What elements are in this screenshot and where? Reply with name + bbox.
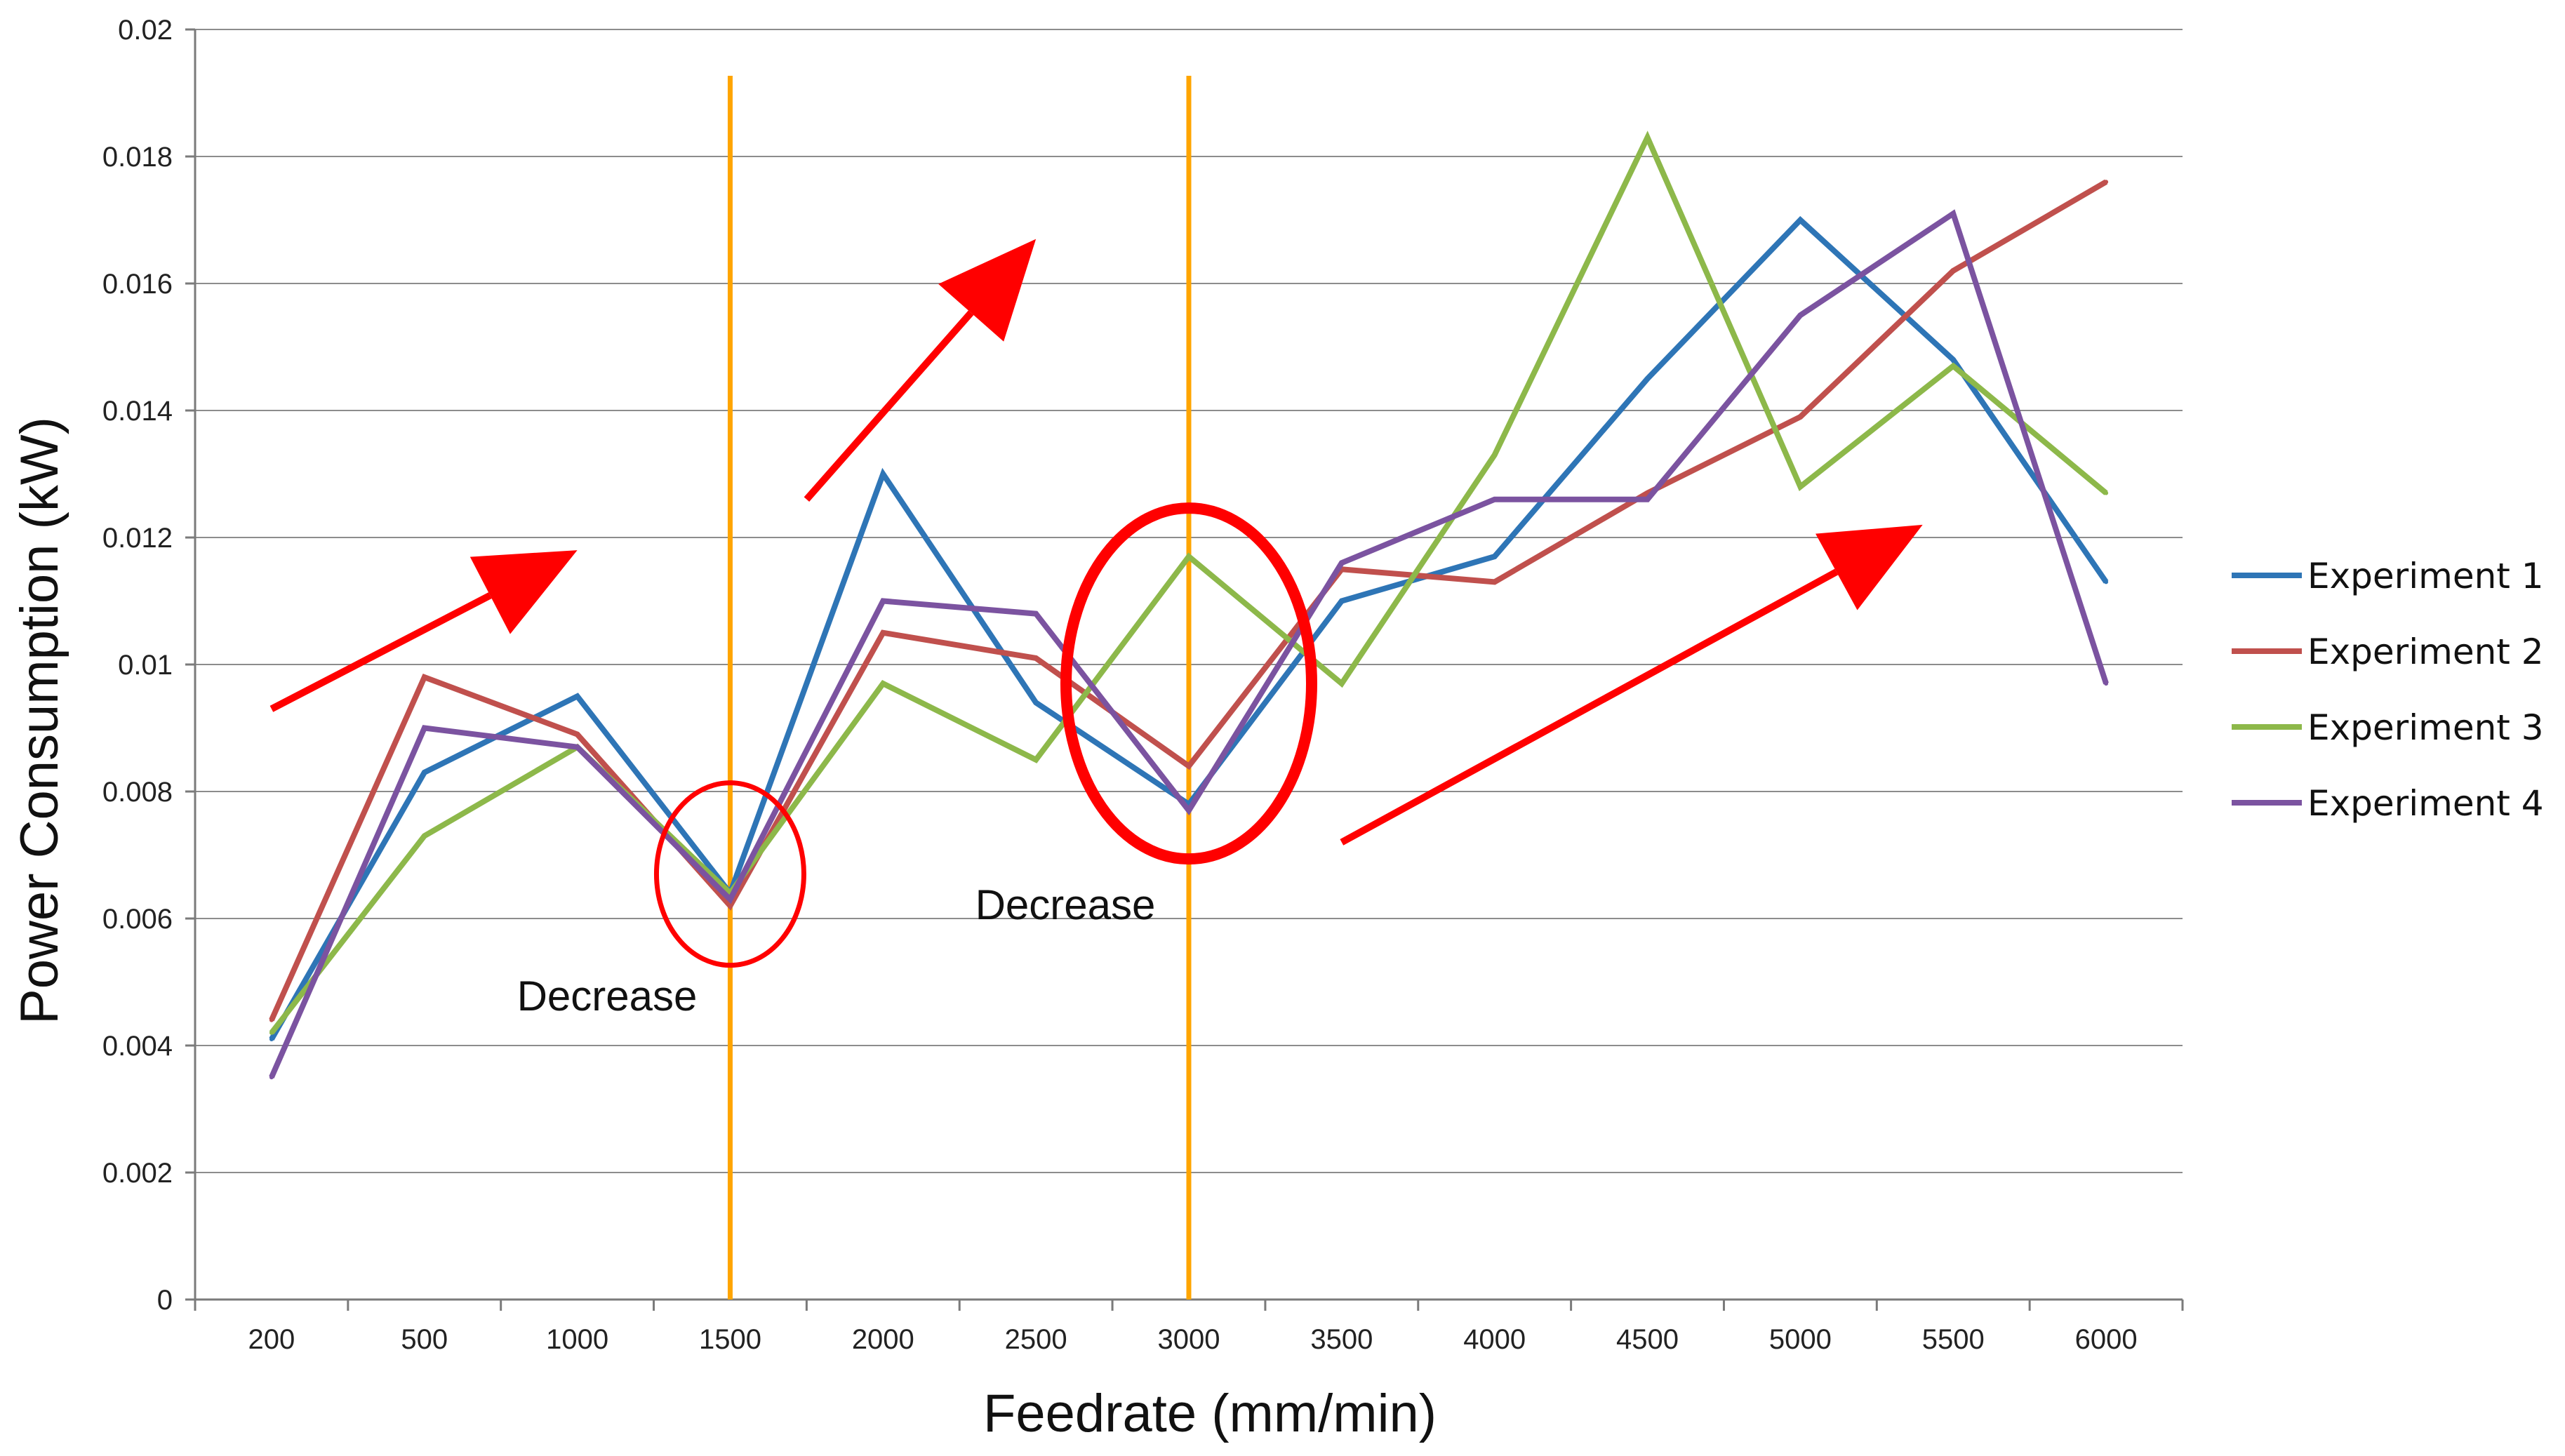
legend-entry-label: Experiment 2: [2307, 632, 2544, 672]
x-tick-label: 2000: [852, 1324, 914, 1355]
data-point: [575, 694, 580, 699]
y-tick-label: 0.014: [102, 396, 173, 427]
x-tick-label: 1000: [546, 1324, 608, 1355]
data-point: [1034, 700, 1039, 705]
data-point: [728, 897, 733, 902]
data-point: [1951, 357, 1956, 362]
y-tick-label: 0.012: [102, 523, 173, 554]
data-point: [422, 726, 427, 730]
highlight-ellipse: [653, 780, 806, 968]
data-point: [1034, 655, 1039, 660]
data-point: [1798, 218, 1803, 222]
data-point: [881, 472, 886, 476]
trend-arrow-shaft: [1340, 568, 1839, 846]
annotation-label: Decrease: [517, 973, 698, 1020]
data-point: [1645, 135, 1650, 140]
x-tick-label: 5500: [1922, 1324, 1985, 1355]
vertical-markers: [727, 76, 1192, 1300]
data-point: [728, 903, 733, 908]
data-point: [881, 630, 886, 635]
trend-arrow-shaft: [804, 310, 974, 502]
data-point: [422, 834, 427, 839]
data-point: [422, 675, 427, 680]
trend-arrow-head: [469, 550, 578, 634]
data-point: [1492, 554, 1497, 559]
data-point: [1492, 453, 1497, 457]
axes: [185, 28, 2184, 1311]
series-lines: [269, 131, 2109, 1080]
data-point: [575, 732, 580, 737]
x-tick-label: 6000: [2075, 1324, 2138, 1355]
x-axis-title: Feedrate (mm/min): [983, 1384, 1437, 1443]
data-point: [269, 1075, 274, 1080]
data-point: [1034, 611, 1039, 616]
data-point: [2104, 180, 2109, 185]
x-tick-label: 200: [248, 1324, 295, 1355]
y-tick-label: 0: [157, 1285, 173, 1316]
highlight-ellipse: [1060, 502, 1317, 865]
x-tick-label: 4500: [1616, 1324, 1679, 1355]
data-point: [1951, 268, 1956, 273]
data-point: [2104, 490, 2109, 495]
y-tick-label: 0.002: [102, 1158, 173, 1189]
trend-arrow-shaft: [269, 592, 492, 712]
x-tick-label: 2500: [1005, 1324, 1067, 1355]
annotation-label: Decrease: [975, 881, 1156, 928]
data-point: [1187, 808, 1191, 813]
x-tick-label: 4000: [1463, 1324, 1526, 1355]
data-point: [1187, 763, 1191, 768]
data-point: [881, 599, 886, 603]
data-point: [269, 1030, 274, 1035]
x-tick-label: 1500: [699, 1324, 761, 1355]
x-tick-label: 3500: [1310, 1324, 1373, 1355]
x-tick-label: 3000: [1158, 1324, 1220, 1355]
data-point: [1645, 376, 1650, 381]
data-point: [1339, 561, 1344, 566]
data-point: [422, 770, 427, 775]
data-point: [1951, 363, 1956, 368]
data-point: [1798, 313, 1803, 318]
y-tick-label: 0.008: [102, 777, 173, 808]
data-point: [269, 1036, 274, 1041]
trend-arrow-head: [938, 239, 1037, 342]
y-axis-title: Power Consumption (kW): [10, 417, 69, 1024]
data-point: [575, 744, 580, 749]
y-tick-label: 0.016: [102, 269, 173, 300]
data-point: [1798, 484, 1803, 489]
y-tick-label: 0.02: [118, 15, 173, 46]
data-point: [2104, 580, 2109, 585]
legend-entry-label: Experiment 3: [2307, 707, 2544, 748]
data-point: [269, 1017, 274, 1022]
x-tick-label: 5000: [1769, 1324, 1832, 1355]
data-point: [1187, 554, 1191, 559]
x-tick-label: 500: [401, 1324, 448, 1355]
data-point: [1492, 580, 1497, 585]
data-point: [1645, 497, 1650, 502]
y-tick-label: 0.018: [102, 142, 173, 173]
data-point: [1034, 757, 1039, 762]
legend-entry-label: Experiment 4: [2307, 783, 2544, 824]
data-point: [881, 681, 886, 686]
data-point: [1492, 497, 1497, 502]
y-tick-label: 0.006: [102, 904, 173, 935]
data-point: [1339, 599, 1344, 603]
y-tick-label: 0.01: [118, 650, 173, 681]
annotation-overlays: [269, 239, 1923, 968]
y-tick-label: 0.004: [102, 1031, 173, 1062]
legend: Experiment 1 Experiment 2 Experiment 3 Expe…: [2232, 556, 2544, 824]
data-point: [1951, 211, 1956, 216]
data-point: [1339, 681, 1344, 686]
chart-text: 0 0.002 0.004 0.006 0.008 0.01 0.012 0.014 0.016…: [10, 15, 2138, 1443]
legend-entry-label: Experiment 1: [2307, 556, 2544, 596]
data-point: [1798, 415, 1803, 420]
trend-arrow-head: [1816, 524, 1923, 610]
data-point: [2104, 681, 2109, 686]
